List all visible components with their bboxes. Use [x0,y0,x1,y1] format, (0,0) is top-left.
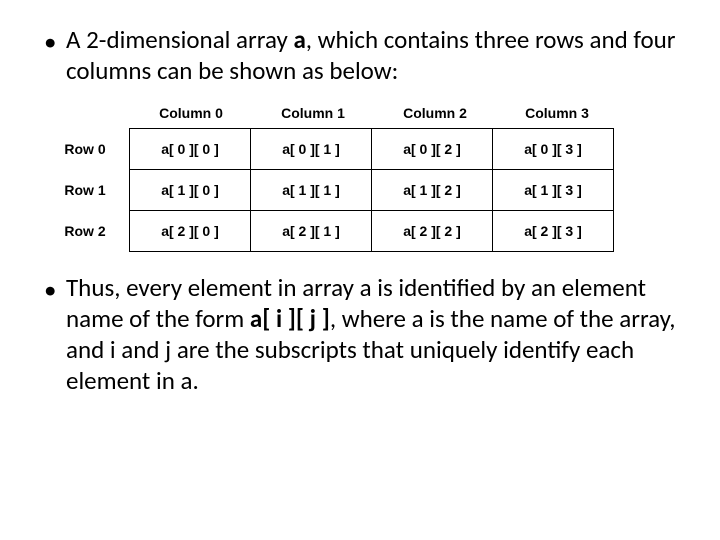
intro-pre: A 2-dimensional array [66,24,293,55]
table-cell: a[ 1 ][ 0 ] [129,169,251,211]
column-header-row: . Column 0 Column 1 Column 2 Column 3 [40,99,618,129]
table-cell: a[ 2 ][ 3 ] [492,210,614,252]
column-header: Column 1 [252,99,374,129]
table-cell: a[ 1 ][ 2 ] [371,169,493,211]
row-label: Row 1 [40,182,130,198]
table-cell: a[ 0 ][ 3 ] [492,128,614,170]
conclusion-paragraph: • Thus, every element in array a is iden… [40,272,680,397]
intro-bold: a [293,24,305,55]
table-cell: a[ 0 ][ 2 ] [371,128,493,170]
table-cell: a[ 2 ][ 0 ] [129,210,251,252]
bullet-icon: • [40,24,66,57]
conclusion-text: Thus, every element in array a is identi… [66,272,680,397]
table-cell: a[ 0 ][ 1 ] [250,128,372,170]
row-label: Row 0 [40,141,130,157]
row-label: Row 2 [40,223,130,239]
array-table-container: . Column 0 Column 1 Column 2 Column 3 Ro… [40,99,680,252]
conclusion-bold: a[ i ][ j ] [250,303,330,334]
table-row: Row 0 a[ 0 ][ 0 ] a[ 0 ][ 1 ] a[ 0 ][ 2 … [40,129,618,170]
column-header: Column 0 [130,99,252,129]
intro-paragraph: • A 2-dimensional array a, which contain… [40,24,680,87]
intro-text: A 2-dimensional array a, which contains … [66,24,680,87]
table-cell: a[ 1 ][ 1 ] [250,169,372,211]
table-row: Row 1 a[ 1 ][ 0 ] a[ 1 ][ 1 ] a[ 1 ][ 2 … [40,170,618,211]
column-header: Column 3 [496,99,618,129]
bullet-icon: • [40,272,66,305]
array-table: . Column 0 Column 1 Column 2 Column 3 Ro… [40,99,618,252]
table-cell: a[ 2 ][ 1 ] [250,210,372,252]
table-row: Row 2 a[ 2 ][ 0 ] a[ 2 ][ 1 ] a[ 2 ][ 2 … [40,211,618,252]
table-cell: a[ 1 ][ 3 ] [492,169,614,211]
table-cell: a[ 2 ][ 2 ] [371,210,493,252]
column-header: Column 2 [374,99,496,129]
table-cell: a[ 0 ][ 0 ] [129,128,251,170]
